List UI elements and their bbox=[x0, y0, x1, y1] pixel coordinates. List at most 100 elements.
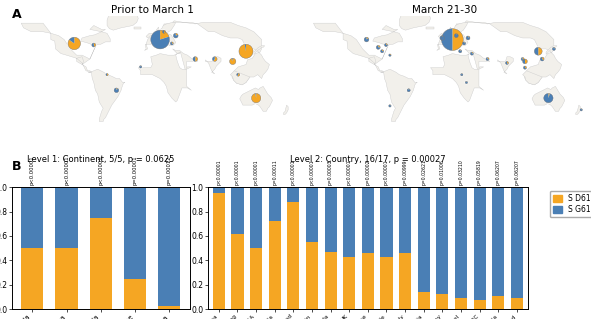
Bar bbox=[455, 187, 467, 298]
Wedge shape bbox=[170, 42, 173, 45]
Text: p=0.06207: p=0.06207 bbox=[496, 159, 501, 185]
Wedge shape bbox=[440, 36, 444, 40]
Polygon shape bbox=[284, 105, 288, 115]
Circle shape bbox=[389, 54, 391, 56]
Polygon shape bbox=[173, 21, 269, 85]
Polygon shape bbox=[146, 33, 154, 38]
Wedge shape bbox=[463, 42, 466, 45]
Wedge shape bbox=[441, 29, 452, 50]
Polygon shape bbox=[134, 27, 141, 29]
Polygon shape bbox=[439, 33, 446, 38]
Wedge shape bbox=[540, 57, 544, 61]
Polygon shape bbox=[449, 22, 468, 35]
Wedge shape bbox=[466, 36, 470, 40]
Circle shape bbox=[364, 37, 369, 42]
Wedge shape bbox=[580, 109, 582, 111]
Circle shape bbox=[163, 30, 165, 33]
Wedge shape bbox=[163, 30, 164, 33]
Bar bbox=[232, 187, 243, 234]
Text: p=0.00002: p=0.00002 bbox=[365, 159, 371, 185]
Wedge shape bbox=[525, 59, 527, 64]
Wedge shape bbox=[407, 89, 410, 92]
Text: p=0.00011: p=0.00011 bbox=[272, 159, 277, 185]
Wedge shape bbox=[505, 61, 508, 64]
Wedge shape bbox=[486, 57, 489, 61]
Circle shape bbox=[106, 73, 108, 76]
Wedge shape bbox=[524, 66, 526, 69]
Circle shape bbox=[463, 42, 466, 45]
Wedge shape bbox=[151, 30, 170, 49]
Circle shape bbox=[486, 57, 489, 61]
Bar bbox=[56, 248, 77, 309]
Wedge shape bbox=[245, 44, 246, 51]
Bar bbox=[436, 187, 449, 293]
Bar bbox=[473, 300, 486, 309]
Circle shape bbox=[440, 36, 444, 40]
Wedge shape bbox=[465, 81, 467, 84]
Text: p<0.00001: p<0.00001 bbox=[30, 155, 35, 185]
Circle shape bbox=[236, 73, 240, 76]
Text: B: B bbox=[12, 160, 21, 173]
Wedge shape bbox=[378, 45, 380, 47]
Bar bbox=[511, 187, 523, 298]
Circle shape bbox=[466, 36, 470, 40]
Bar bbox=[213, 187, 225, 193]
Polygon shape bbox=[145, 24, 176, 50]
Text: p<0.00001: p<0.00001 bbox=[384, 159, 389, 185]
Bar bbox=[158, 187, 180, 306]
Polygon shape bbox=[381, 69, 417, 122]
Circle shape bbox=[460, 73, 463, 76]
Wedge shape bbox=[525, 66, 527, 69]
Circle shape bbox=[505, 61, 509, 64]
Polygon shape bbox=[206, 57, 221, 74]
Wedge shape bbox=[472, 52, 473, 54]
Circle shape bbox=[239, 44, 253, 58]
Bar bbox=[306, 242, 318, 309]
Bar bbox=[399, 253, 411, 309]
Bar bbox=[399, 187, 411, 253]
Wedge shape bbox=[382, 50, 384, 51]
Wedge shape bbox=[68, 37, 80, 50]
Polygon shape bbox=[576, 105, 580, 115]
Wedge shape bbox=[534, 47, 538, 55]
Wedge shape bbox=[92, 43, 95, 47]
Bar bbox=[56, 187, 77, 248]
Bar bbox=[418, 187, 430, 292]
Wedge shape bbox=[114, 88, 119, 93]
Polygon shape bbox=[546, 46, 557, 54]
Text: p=0.05819: p=0.05819 bbox=[477, 159, 482, 185]
Circle shape bbox=[534, 47, 542, 55]
Polygon shape bbox=[498, 57, 513, 74]
Text: p<0.00001: p<0.00001 bbox=[98, 155, 103, 185]
Circle shape bbox=[230, 58, 236, 64]
Circle shape bbox=[407, 89, 410, 92]
Bar bbox=[124, 187, 146, 279]
Circle shape bbox=[522, 59, 527, 64]
Text: p=0.06207: p=0.06207 bbox=[514, 159, 519, 185]
Circle shape bbox=[212, 57, 217, 61]
Bar bbox=[232, 234, 243, 309]
Text: A: A bbox=[12, 8, 21, 21]
Wedge shape bbox=[456, 34, 457, 36]
Wedge shape bbox=[553, 47, 556, 50]
Wedge shape bbox=[195, 57, 197, 61]
Wedge shape bbox=[381, 50, 384, 53]
Title: Prior to March 1: Prior to March 1 bbox=[111, 5, 194, 15]
Wedge shape bbox=[376, 45, 380, 49]
Circle shape bbox=[114, 88, 119, 93]
Text: p=0.03210: p=0.03210 bbox=[459, 159, 463, 185]
Bar bbox=[90, 218, 112, 309]
Circle shape bbox=[580, 109, 582, 111]
Circle shape bbox=[151, 30, 170, 49]
Polygon shape bbox=[426, 27, 434, 29]
Wedge shape bbox=[390, 54, 391, 55]
Bar bbox=[343, 257, 355, 309]
Circle shape bbox=[459, 50, 462, 53]
Circle shape bbox=[465, 81, 467, 84]
Polygon shape bbox=[532, 86, 565, 111]
Circle shape bbox=[385, 43, 388, 47]
Text: p=0.00012: p=0.00012 bbox=[167, 155, 172, 185]
Wedge shape bbox=[460, 50, 461, 51]
Wedge shape bbox=[466, 81, 467, 83]
Text: p<0.00001: p<0.00001 bbox=[254, 159, 259, 185]
